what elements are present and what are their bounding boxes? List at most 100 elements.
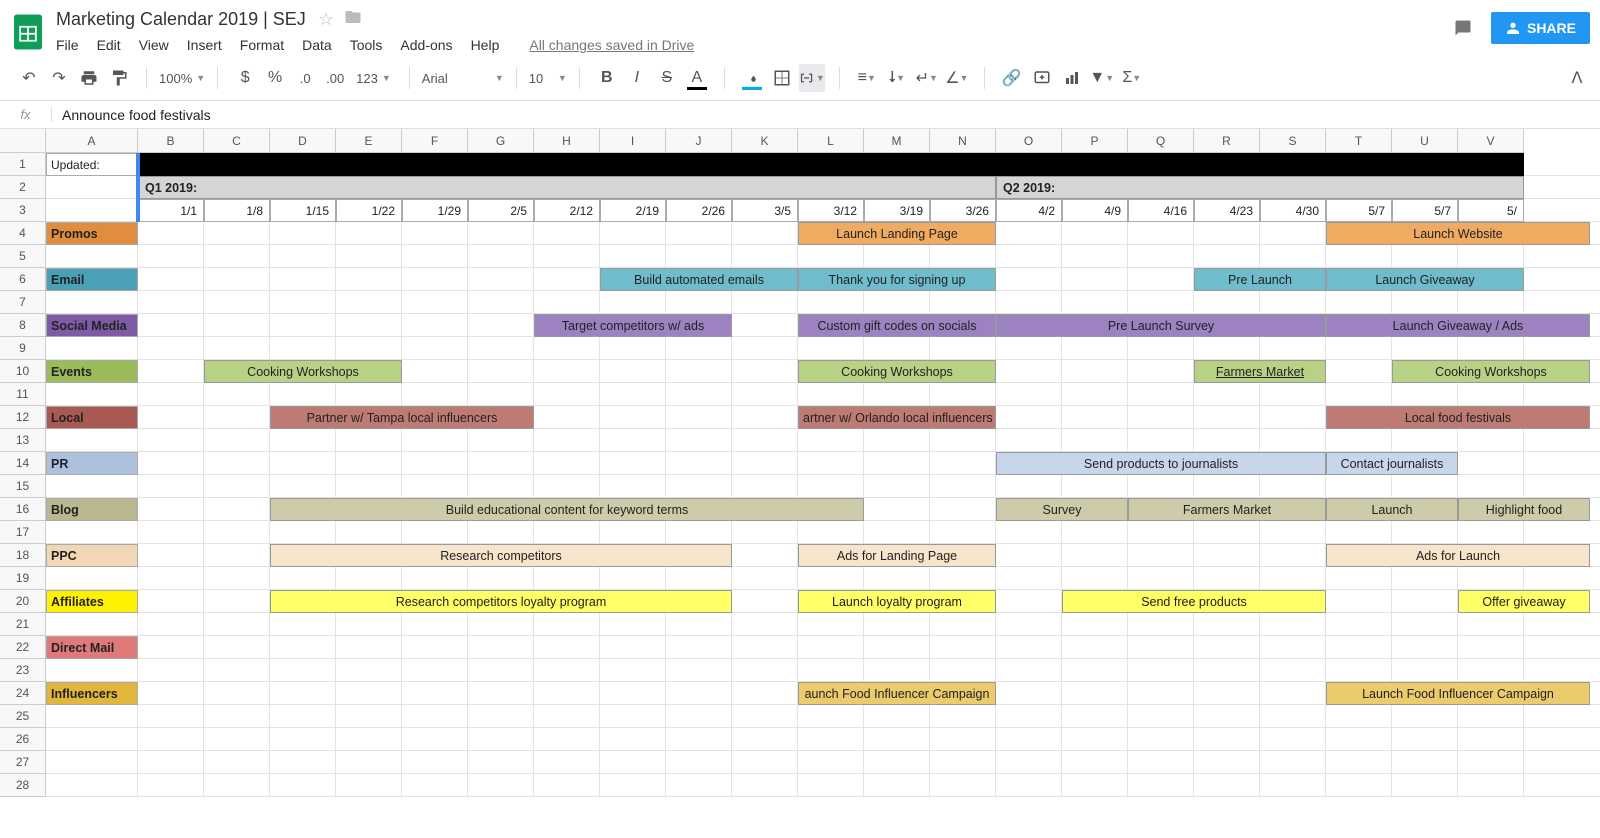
cell[interactable]: Research competitors <box>270 544 732 567</box>
folder-icon[interactable] <box>344 8 362 31</box>
col-header[interactable]: Q <box>1128 129 1194 153</box>
category-blog[interactable]: Blog <box>46 498 138 521</box>
share-button[interactable]: SHARE <box>1491 12 1590 44</box>
cell[interactable]: Launch Food Influencer Campaign <box>1326 682 1590 705</box>
row-header[interactable]: 15 <box>0 475 46 498</box>
cell[interactable]: 1/29 <box>402 199 468 222</box>
col-header[interactable]: H <box>534 129 600 153</box>
menu-format[interactable]: Format <box>240 37 284 53</box>
col-header[interactable]: U <box>1392 129 1458 153</box>
bold-icon[interactable]: B <box>594 64 620 92</box>
row-header[interactable]: 14 <box>0 452 46 475</box>
cell[interactable]: 3/19 <box>864 199 930 222</box>
cell[interactable] <box>138 153 1524 176</box>
cell[interactable]: Launch <box>1326 498 1458 521</box>
cell[interactable]: Build educational content for keyword te… <box>270 498 864 521</box>
menu-view[interactable]: View <box>139 37 169 53</box>
cell[interactable]: Send products to journalists <box>996 452 1326 475</box>
row-header[interactable]: 8 <box>0 314 46 337</box>
cell[interactable]: Target competitors w/ ads <box>534 314 732 337</box>
col-header[interactable]: L <box>798 129 864 153</box>
cell[interactable]: Ads for Landing Page <box>798 544 996 567</box>
cell[interactable]: 3/5 <box>732 199 798 222</box>
col-header[interactable]: R <box>1194 129 1260 153</box>
row-header[interactable]: 23 <box>0 659 46 682</box>
decrease-decimal-icon[interactable]: .0 <box>292 64 318 92</box>
paint-format-icon[interactable] <box>106 64 132 92</box>
category-influencers[interactable]: Influencers <box>46 682 138 705</box>
fill-color-icon[interactable] <box>739 64 765 92</box>
col-header[interactable]: S <box>1260 129 1326 153</box>
category-ppc[interactable]: PPC <box>46 544 138 567</box>
comment-insert-icon[interactable] <box>1029 64 1055 92</box>
col-header[interactable]: A <box>46 129 138 153</box>
row-header[interactable]: 6 <box>0 268 46 291</box>
cell[interactable]: 2/12 <box>534 199 600 222</box>
row-header[interactable]: 18 <box>0 544 46 567</box>
cell[interactable]: 3/12 <box>798 199 864 222</box>
cell[interactable]: Q1 2019: <box>138 176 996 199</box>
row-header[interactable]: 19 <box>0 567 46 590</box>
row-header[interactable]: 11 <box>0 383 46 406</box>
cell[interactable]: Survey <box>996 498 1128 521</box>
cell[interactable]: 2/5 <box>468 199 534 222</box>
cell[interactable]: 4/16 <box>1128 199 1194 222</box>
row-header[interactable]: 16 <box>0 498 46 521</box>
comments-icon[interactable] <box>1449 14 1477 42</box>
cell[interactable]: Ads for Launch <box>1326 544 1590 567</box>
cell[interactable]: Pre Launch <box>1194 268 1326 291</box>
row-header[interactable]: 13 <box>0 429 46 452</box>
cell[interactable]: 3/26 <box>930 199 996 222</box>
more-formats-icon[interactable]: 123 ▼ <box>352 71 395 86</box>
menu-help[interactable]: Help <box>471 37 500 53</box>
strike-icon[interactable]: S <box>654 64 680 92</box>
print-icon[interactable] <box>76 64 102 92</box>
cell[interactable]: 5/7 <box>1392 199 1458 222</box>
cell[interactable]: Highlight food <box>1458 498 1590 521</box>
col-header[interactable]: J <box>666 129 732 153</box>
cell[interactable]: 4/2 <box>996 199 1062 222</box>
row-header[interactable]: 3 <box>0 199 46 222</box>
cell[interactable]: Research competitors loyalty program <box>270 590 732 613</box>
cell[interactable]: Offer giveaway <box>1458 590 1590 613</box>
col-header[interactable]: E <box>336 129 402 153</box>
col-header[interactable]: P <box>1062 129 1128 153</box>
category-events[interactable]: Events <box>46 360 138 383</box>
row-header[interactable]: 12 <box>0 406 46 429</box>
cell[interactable]: Cooking Workshops <box>1392 360 1590 383</box>
cell[interactable]: Launch loyalty program <box>798 590 996 613</box>
fontsize-selector[interactable]: 10▼ <box>525 71 571 86</box>
col-header[interactable]: O <box>996 129 1062 153</box>
cell[interactable]: Launch Giveaway <box>1326 268 1524 291</box>
menu-tools[interactable]: Tools <box>350 37 383 53</box>
row-header[interactable]: 24 <box>0 682 46 705</box>
functions-icon[interactable]: Σ▼ <box>1119 64 1145 92</box>
merge-icon[interactable]: ▼ <box>799 64 825 92</box>
row-header[interactable]: 28 <box>0 774 46 797</box>
italic-icon[interactable]: I <box>624 64 650 92</box>
cell[interactable]: Farmers Market <box>1128 498 1326 521</box>
zoom-selector[interactable]: 100% ▼ <box>155 71 209 86</box>
col-header[interactable]: V <box>1458 129 1524 153</box>
cell[interactable]: 4/30 <box>1260 199 1326 222</box>
doc-title[interactable]: Marketing Calendar 2019 | SEJ <box>56 9 306 30</box>
col-header[interactable]: F <box>402 129 468 153</box>
cell[interactable]: 4/9 <box>1062 199 1128 222</box>
cell[interactable]: 1/8 <box>204 199 270 222</box>
cell[interactable]: 4/23 <box>1194 199 1260 222</box>
row-header[interactable]: 1 <box>0 153 46 176</box>
col-header[interactable]: D <box>270 129 336 153</box>
row-header[interactable]: 5 <box>0 245 46 268</box>
col-header[interactable]: K <box>732 129 798 153</box>
increase-decimal-icon[interactable]: .00 <box>322 64 348 92</box>
link-icon[interactable]: 🔗 <box>999 64 1025 92</box>
cell[interactable]: Farmers Market <box>1194 360 1326 383</box>
cell[interactable]: 2/19 <box>600 199 666 222</box>
category-direct-mail[interactable]: Direct Mail <box>46 636 138 659</box>
row-header[interactable]: 17 <box>0 521 46 544</box>
cell[interactable]: Cooking Workshops <box>204 360 402 383</box>
col-header[interactable]: G <box>468 129 534 153</box>
row-header[interactable]: 2 <box>0 176 46 199</box>
cell[interactable]: 1/22 <box>336 199 402 222</box>
row-header[interactable]: 7 <box>0 291 46 314</box>
